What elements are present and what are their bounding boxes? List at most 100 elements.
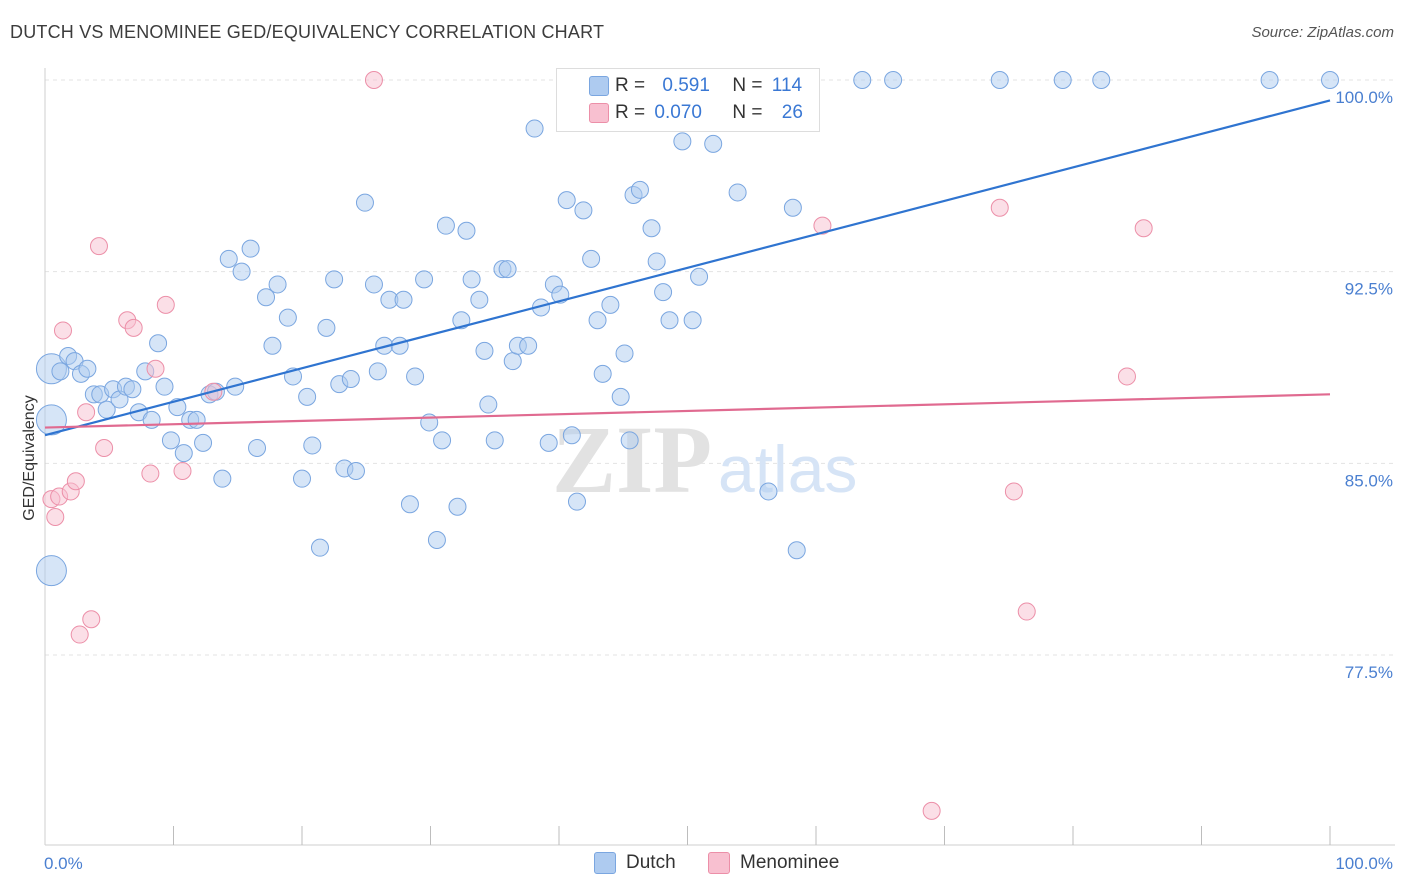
dutch-points <box>35 71 1339 587</box>
source-label: Source: ZipAtlas.com <box>1251 24 1394 41</box>
menominee-point <box>364 71 383 89</box>
dutch-point <box>174 444 193 463</box>
dutch-point <box>400 495 419 514</box>
dutch-point <box>990 71 1009 89</box>
menominee-point <box>95 439 114 457</box>
dutch-point <box>155 377 174 396</box>
dutch-point <box>728 183 747 202</box>
dutch-point <box>485 431 504 450</box>
dutch-point <box>593 364 612 383</box>
dutch-point <box>683 311 702 330</box>
dutch-point <box>51 362 70 381</box>
menominee-point <box>1117 367 1136 386</box>
dutch-point <box>759 482 778 501</box>
dutch-n-value: 114 <box>771 75 803 96</box>
menominee-point <box>77 403 96 422</box>
dutch-point <box>562 426 581 445</box>
dutch-legend-label: Dutch <box>626 852 676 873</box>
legend-row-menominee: R = 0.070 N = 26 <box>589 101 803 125</box>
dutch-point <box>704 134 723 153</box>
dutch-point <box>787 541 806 560</box>
dutch-point <box>194 433 213 452</box>
stats-legend: R = 0.591 N = 114 R = 0.070 N = 26 <box>556 68 820 132</box>
dutch-n-label: N = <box>732 75 763 96</box>
menominee-legend-swatch <box>708 852 730 874</box>
dutch-point <box>498 260 517 279</box>
x-tick-label: 0.0% <box>44 854 83 873</box>
dutch-swatch <box>589 76 609 96</box>
dutch-point <box>278 308 297 327</box>
menominee-point <box>82 610 101 629</box>
dutch-point <box>406 367 425 386</box>
dutch-r-value: 0.591 <box>662 75 710 96</box>
axes <box>44 68 1395 846</box>
dutch-point <box>647 252 666 271</box>
dutch-point <box>630 180 649 199</box>
gridlines <box>45 79 1395 656</box>
dutch-point <box>213 469 232 488</box>
dutch-point <box>232 262 251 281</box>
dutch-point <box>620 431 639 450</box>
dutch-point <box>298 387 317 406</box>
menominee-points <box>42 71 1153 820</box>
dutch-point <box>567 492 586 511</box>
dutch-point <box>123 380 142 399</box>
dutch-point <box>452 311 471 330</box>
dutch-point <box>325 270 344 289</box>
dutch-legend-swatch <box>594 852 616 874</box>
bottom-legend-menominee: Menominee <box>708 852 839 874</box>
dutch-point <box>355 193 374 212</box>
dutch-point <box>317 318 336 337</box>
y-tick-label: 85.0% <box>1345 471 1393 490</box>
dutch-point <box>257 288 276 307</box>
dutch-point <box>248 439 267 457</box>
menominee-point <box>1017 602 1036 621</box>
menominee-point <box>1004 482 1023 501</box>
dutch-point <box>654 283 673 302</box>
dutch-point <box>470 290 489 309</box>
menominee-point <box>124 318 143 337</box>
dutch-point <box>268 275 287 294</box>
dutch-point <box>433 431 452 450</box>
menominee-trend-line <box>44 393 1331 429</box>
y-axis-label: GED/Equivalency <box>21 395 38 520</box>
dutch-point <box>149 334 168 353</box>
menominee-point <box>1134 219 1153 238</box>
watermark-atlas: atlas <box>718 432 857 506</box>
dutch-point <box>615 344 634 363</box>
dutch-point <box>1321 71 1339 89</box>
dutch-point <box>783 198 802 217</box>
dutch-point <box>161 431 180 450</box>
dutch-point <box>436 216 455 235</box>
menominee-point <box>922 801 941 820</box>
dutch-point <box>582 249 601 268</box>
y-tick-label: 100.0% <box>1335 88 1393 107</box>
menominee-n-value: 26 <box>781 102 803 123</box>
menominee-point <box>146 359 165 378</box>
menominee-point <box>89 237 108 256</box>
menominee-point <box>813 216 832 235</box>
dutch-trend-line <box>44 99 1331 437</box>
dutch-point <box>303 436 322 455</box>
legend-row-dutch: R = 0.591 N = 114 <box>589 74 803 98</box>
menominee-point <box>53 321 72 340</box>
watermark: ZIP atlas <box>552 406 857 513</box>
menominee-r-label: R = <box>615 102 646 123</box>
menominee-point <box>990 198 1009 217</box>
dutch-point <box>415 270 434 289</box>
trend-lines <box>44 99 1331 437</box>
dutch-point <box>346 462 365 480</box>
menominee-r-value: 0.070 <box>654 102 702 123</box>
dutch-point <box>293 469 311 488</box>
menominee-legend-label: Menominee <box>740 852 840 873</box>
dutch-point <box>448 497 467 516</box>
dutch-point <box>1260 71 1279 89</box>
dutch-point <box>557 191 576 210</box>
dutch-point <box>1092 71 1111 89</box>
dutch-point <box>394 290 413 309</box>
dutch-point <box>219 249 238 268</box>
y-tick-label: 92.5% <box>1345 280 1393 299</box>
menominee-point <box>173 462 192 480</box>
dutch-point <box>427 531 446 549</box>
dutch-point <box>853 71 872 89</box>
